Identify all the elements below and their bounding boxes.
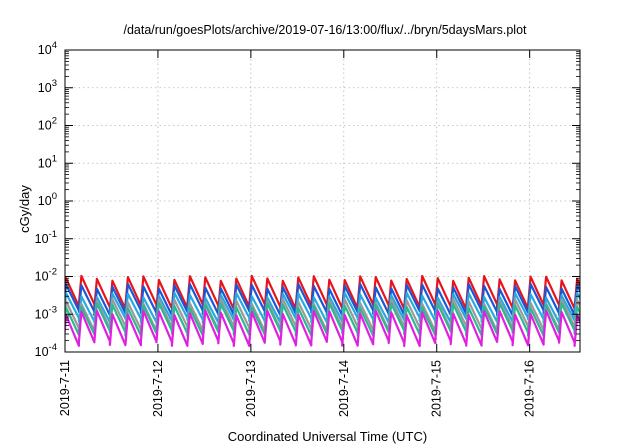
chart-title: /data/run/goesPlots/archive/2019-07-16/1… (123, 23, 527, 37)
x-tick-label: 2019-7-11 (58, 360, 72, 416)
y-tick-label: 100 (38, 191, 57, 208)
x-tick-label: 2019-7-15 (430, 360, 444, 417)
y-tick-label: 10-3 (35, 304, 57, 321)
y-tick-label: 10-2 (35, 267, 57, 284)
y-tick-label: 102 (38, 116, 57, 133)
x-tick-label: 2019-7-14 (337, 360, 351, 417)
y-tick-labels: 10-4 10-3 10-2 10-1 100 101 102 103 104 (35, 40, 57, 359)
grid-lines (65, 50, 580, 352)
series-line (65, 309, 580, 348)
x-tick-labels: 2019-7-11 2019-7-12 2019-7-13 2019-7-14 2019… (58, 360, 537, 417)
y-tick-label: 103 (38, 78, 57, 95)
x-axis-label: Coordinated Universal Time (UTC) (228, 429, 427, 444)
y-tick-label: 104 (38, 40, 57, 57)
series-lines (65, 274, 580, 348)
x-tick-label: 2019-7-12 (151, 360, 165, 417)
x-tick-label: 2019-7-13 (244, 360, 258, 417)
y-tick-label: 101 (38, 153, 57, 170)
y-tick-label: 10-4 (35, 342, 57, 359)
y-tick-label: 10-1 (35, 229, 57, 246)
axis-ticks (64, 49, 580, 353)
y-axis-label: cGy/day (17, 185, 32, 233)
x-tick-label: 2019-7-16 (523, 360, 537, 417)
